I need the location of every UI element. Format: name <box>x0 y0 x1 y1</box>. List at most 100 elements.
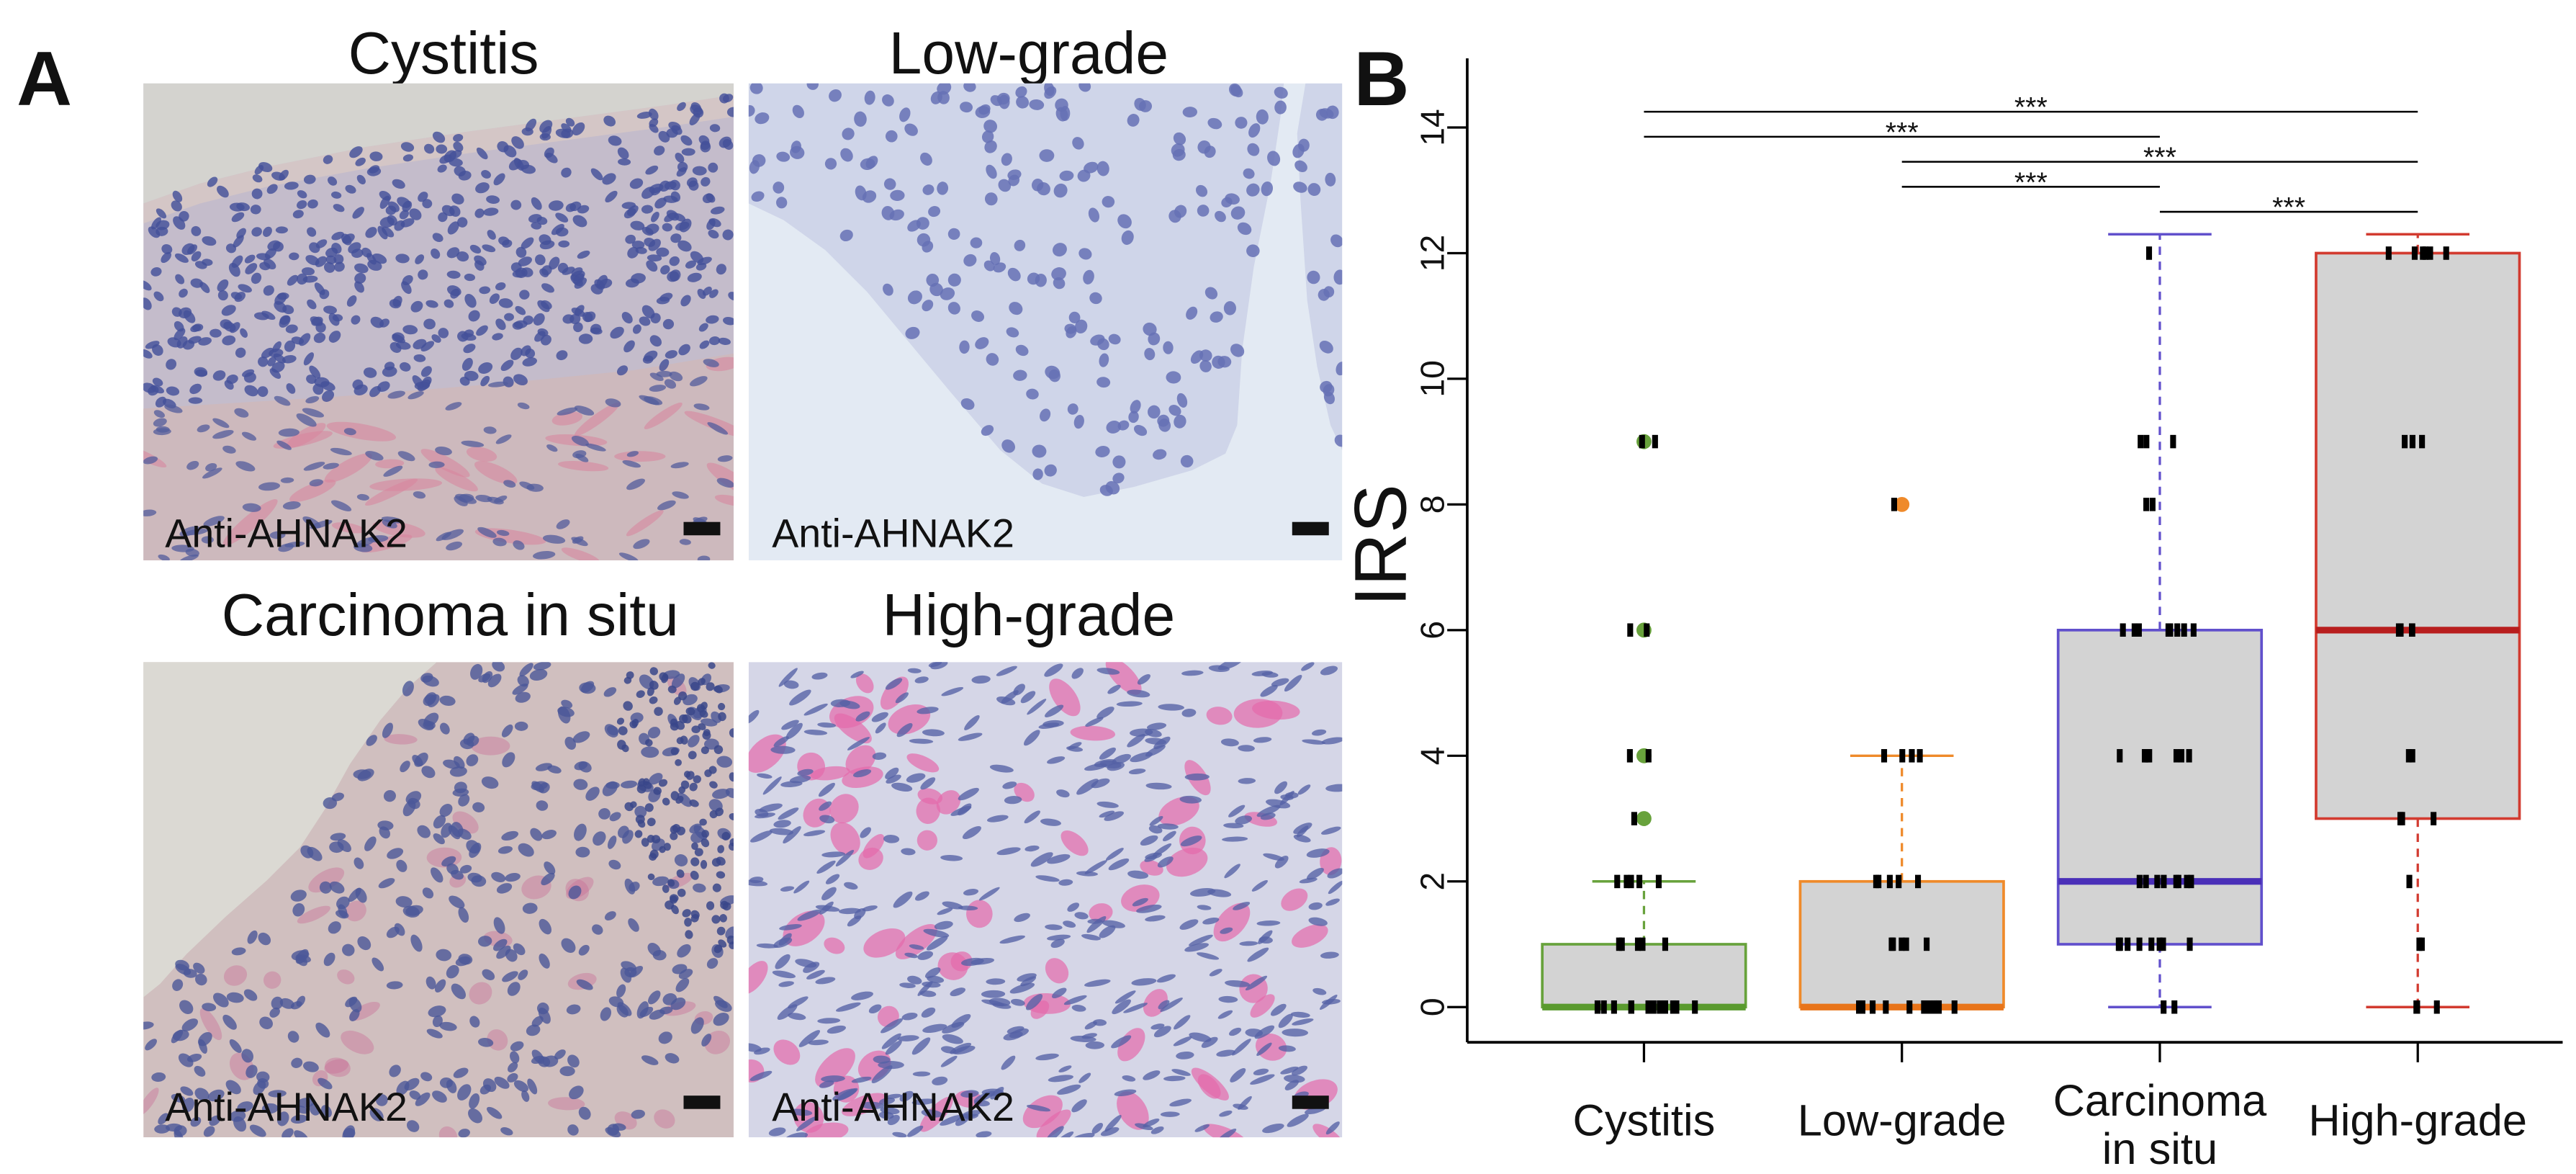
cell-nucleus <box>821 887 837 901</box>
cell-nucleus <box>482 1078 497 1093</box>
data-point <box>2411 246 2418 260</box>
cell-nucleus <box>234 292 246 303</box>
cell-nucleus <box>1084 161 1099 174</box>
cell-nucleus <box>815 977 836 985</box>
cell-nucleus <box>1099 925 1116 938</box>
cell-nucleus <box>395 254 410 264</box>
cell-nucleus <box>1053 183 1068 198</box>
cell-nucleus <box>850 671 864 678</box>
cell-nucleus <box>315 256 327 267</box>
cell-nucleus <box>145 1039 157 1051</box>
cell-nucleus <box>297 190 307 199</box>
cell-nucleus <box>282 501 301 510</box>
cell-nucleus <box>356 493 369 501</box>
cell-nucleus <box>686 177 698 187</box>
cell-nucleus <box>1157 856 1174 868</box>
cell-nucleus <box>425 976 436 990</box>
cell-nucleus <box>986 978 1006 985</box>
cell-nucleus <box>1270 1003 1287 1016</box>
cell-nucleus <box>1047 853 1071 864</box>
cell-nucleus <box>819 801 832 811</box>
cell-nucleus <box>496 529 510 537</box>
cell-nucleus <box>662 884 670 893</box>
cell-nucleus <box>664 379 677 389</box>
cell-nucleus <box>185 529 208 536</box>
cell-nucleus <box>458 794 470 807</box>
cell-nucleus <box>928 662 942 668</box>
cell-nucleus <box>510 1041 524 1052</box>
stained-cell <box>561 547 600 560</box>
cell-nucleus <box>677 161 688 172</box>
cell-nucleus <box>1107 684 1121 694</box>
y-tick-label: 12 <box>1414 235 1451 272</box>
cell-nucleus <box>808 1039 829 1046</box>
cell-nucleus <box>1199 360 1212 372</box>
cell-nucleus <box>1267 151 1281 166</box>
cell-nucleus <box>566 1004 581 1015</box>
cell-nucleus <box>618 158 631 166</box>
data-point <box>2174 623 2181 637</box>
cell-nucleus <box>284 340 296 352</box>
cell-nucleus <box>1284 1075 1305 1083</box>
cell-nucleus <box>309 365 321 379</box>
cell-nucleus <box>1150 1126 1164 1134</box>
cell-nucleus <box>970 957 995 965</box>
cell-nucleus <box>175 964 192 975</box>
cell-nucleus <box>229 1110 246 1122</box>
x-tick-label: Low-grade <box>1798 1096 2007 1146</box>
data-point <box>2178 749 2185 763</box>
cell-nucleus <box>577 205 590 214</box>
cell-nucleus <box>178 1053 194 1067</box>
cell-nucleus <box>899 107 911 122</box>
cell-nucleus <box>590 168 603 181</box>
box-group-cystitis <box>1541 434 1747 1014</box>
cell-nucleus <box>150 267 162 277</box>
cell-nucleus <box>143 349 153 359</box>
cell-nucleus <box>455 956 471 967</box>
cell-nucleus <box>517 160 530 170</box>
y-tick-label: 10 <box>1414 360 1451 397</box>
cell-nucleus <box>469 1093 480 1109</box>
stained-cell <box>1117 1091 1149 1130</box>
cell-nucleus <box>1024 810 1040 824</box>
cell-nucleus <box>369 151 383 161</box>
cell-nucleus <box>487 381 508 387</box>
cell-nucleus <box>284 541 305 548</box>
cell-nucleus <box>439 154 452 164</box>
cell-nucleus <box>225 1080 241 1095</box>
cell-nucleus <box>958 787 979 801</box>
cell-nucleus <box>723 316 734 326</box>
cell-nucleus <box>542 534 566 544</box>
data-point <box>1883 1000 1889 1014</box>
cell-nucleus <box>557 407 578 416</box>
cell-nucleus <box>513 374 528 386</box>
cell-nucleus <box>715 1000 732 1012</box>
cell-nucleus <box>796 1116 817 1132</box>
cell-nucleus <box>273 241 284 252</box>
cell-nucleus <box>1284 675 1302 692</box>
cell-nucleus <box>510 1051 520 1064</box>
cell-nucleus <box>679 714 688 724</box>
cell-nucleus <box>1148 405 1161 419</box>
cell-nucleus <box>618 552 639 560</box>
cell-nucleus <box>519 481 535 490</box>
cell-nucleus <box>567 1054 580 1068</box>
cell-nucleus <box>815 905 840 912</box>
cell-nucleus <box>706 901 715 910</box>
cell-nucleus <box>284 182 299 190</box>
cell-nucleus <box>1287 1113 1309 1127</box>
cell-nucleus <box>539 240 555 250</box>
cell-nucleus <box>540 334 551 346</box>
cell-nucleus <box>1067 902 1080 912</box>
cell-nucleus <box>645 739 653 747</box>
cell-nucleus <box>1074 319 1088 333</box>
cell-nucleus <box>917 951 934 960</box>
cell-nucleus <box>773 182 785 194</box>
data-point <box>2154 874 2161 889</box>
cell-nucleus <box>309 479 323 487</box>
stained-cell <box>1140 860 1163 876</box>
data-point <box>1673 1000 1680 1014</box>
cell-nucleus <box>713 944 723 954</box>
cell-nucleus <box>777 1004 798 1020</box>
cell-nucleus <box>180 1086 194 1096</box>
